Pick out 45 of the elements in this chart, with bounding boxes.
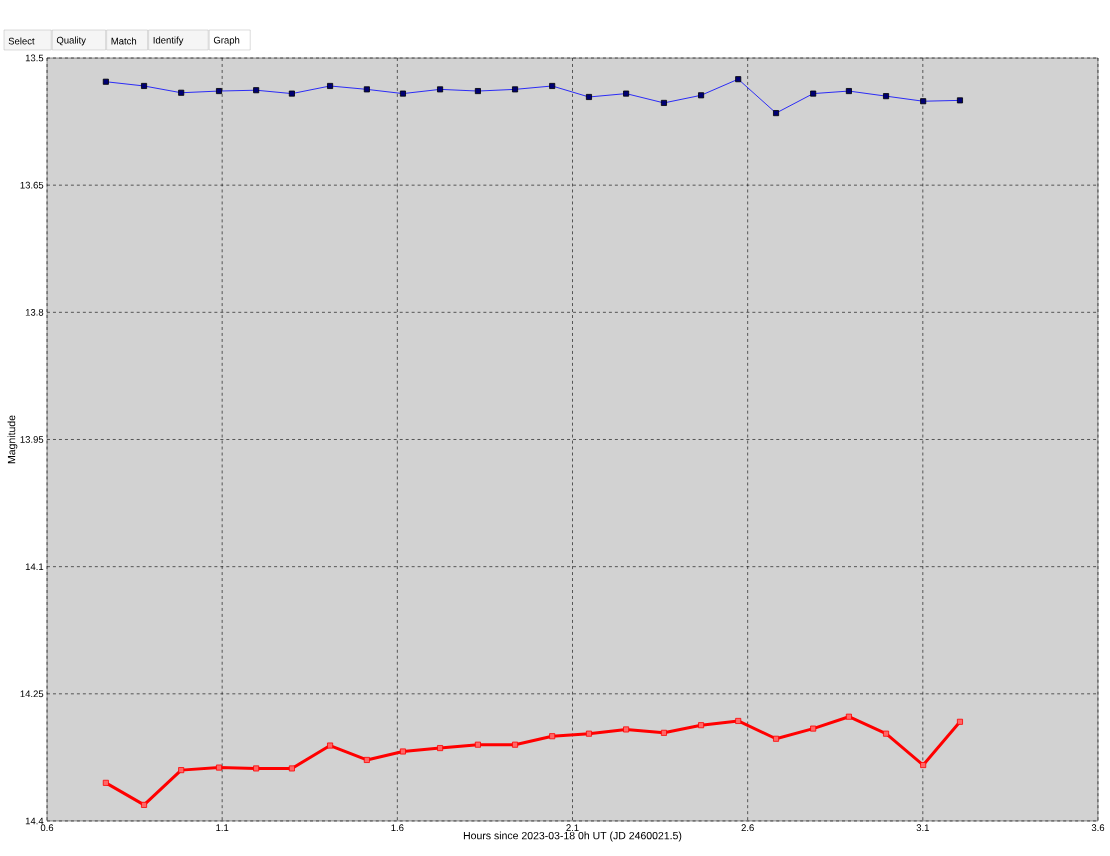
x-tick-label: 0.6 bbox=[40, 824, 54, 832]
point bbox=[585, 730, 592, 737]
point bbox=[956, 718, 963, 725]
x-tick-label: 1.6 bbox=[391, 824, 404, 832]
y-tick-label: 14.1 bbox=[25, 563, 44, 570]
y-tick-label: 14.25 bbox=[20, 690, 44, 698]
y-tick-label: 13.5 bbox=[25, 54, 44, 62]
point bbox=[845, 713, 852, 720]
point bbox=[437, 745, 444, 752]
point bbox=[773, 735, 780, 742]
text: Identify bbox=[153, 36, 184, 46]
point bbox=[660, 729, 667, 736]
point bbox=[102, 779, 109, 786]
text: Quality bbox=[56, 36, 86, 46]
x-tick-label: 2.6 bbox=[741, 824, 754, 832]
point bbox=[141, 801, 148, 808]
point bbox=[288, 765, 295, 772]
x-tick-label: 3.1 bbox=[916, 824, 929, 832]
x-tick-label: 2.1 bbox=[566, 824, 579, 831]
text: Select bbox=[8, 37, 35, 45]
point bbox=[810, 725, 817, 732]
point bbox=[253, 765, 260, 772]
point bbox=[363, 756, 370, 763]
text: Graph bbox=[213, 36, 240, 46]
point bbox=[623, 726, 630, 733]
y-tick-label: 14.4 bbox=[25, 817, 44, 825]
point bbox=[698, 722, 705, 729]
point bbox=[327, 742, 334, 749]
point bbox=[216, 764, 223, 771]
point bbox=[735, 717, 742, 724]
point bbox=[399, 748, 406, 755]
y-tick-label: 13.8 bbox=[25, 308, 44, 316]
y-tick-label: 13.95 bbox=[20, 436, 44, 443]
y-axis-title: Magnitude bbox=[7, 415, 18, 464]
y-tick-label: 13.65 bbox=[20, 181, 44, 189]
point bbox=[549, 733, 556, 740]
point bbox=[920, 762, 927, 769]
x-tick-label: 1.1 bbox=[216, 824, 229, 831]
x-tick-label: 3.6 bbox=[1091, 824, 1105, 832]
x-axis-title: Hours since 2023-03-18 0h UT (JD 2460021.5) bbox=[463, 831, 682, 842]
text: Match bbox=[111, 37, 137, 45]
point bbox=[512, 741, 519, 748]
point bbox=[474, 741, 481, 748]
point bbox=[883, 730, 890, 737]
point bbox=[178, 767, 185, 774]
